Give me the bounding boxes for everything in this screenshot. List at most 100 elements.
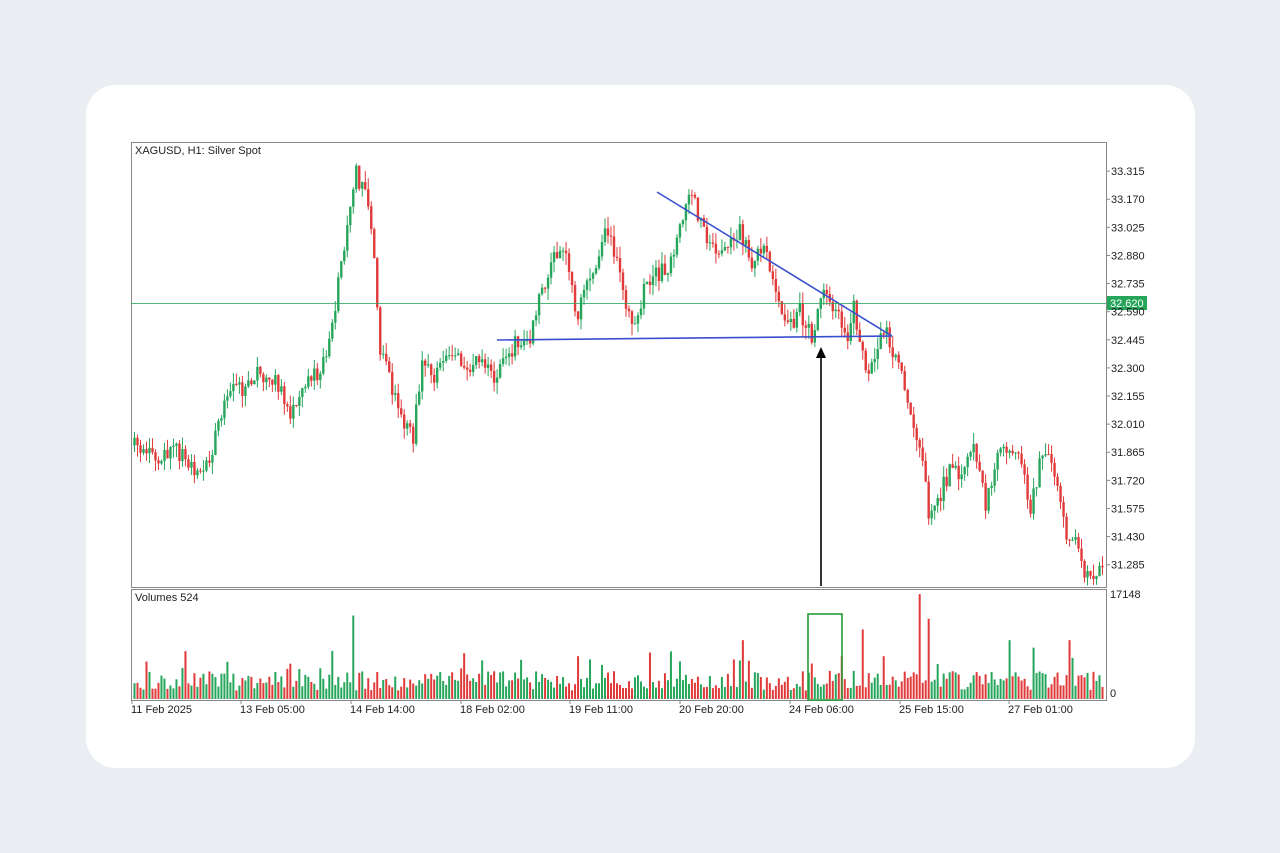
candle-body [244,386,247,396]
volume-bar [1056,672,1059,699]
volume-bar [550,681,553,699]
volume-bar [900,681,903,699]
candle-body [1092,575,1095,580]
candle-body [990,485,993,488]
volume-bar [936,663,939,699]
volume-bar [783,681,786,699]
volume-bar [759,677,762,699]
volume-bar [837,673,840,699]
volume-bar [169,685,172,699]
candle-body [576,311,580,320]
volume-bar [457,680,460,699]
candle-body [726,246,730,248]
x-tick-label: 13 Feb 05:00 [240,704,305,716]
volume-bar [1071,657,1074,699]
candle-body [549,262,553,278]
volume-bar [136,682,139,699]
volume-bar [807,672,810,699]
candle-body [516,336,520,348]
y-tick-label: 33.025 [1111,222,1145,234]
candle-body [136,437,139,446]
candle-body [322,356,325,374]
candle-body [615,256,619,259]
candle-body [531,320,535,344]
volume-bar [238,685,241,699]
triangle-support-line [496,335,893,341]
volume-bar [1038,671,1041,699]
volume-bar [912,672,915,699]
volume-bar [924,680,927,699]
candle-body [684,204,688,221]
volume-bar [1011,676,1014,699]
volume-bar [217,686,220,699]
volume-bar [490,674,493,699]
candle-body [241,382,244,396]
volume-bar [577,656,580,699]
volume-bar [541,674,544,699]
volume-bar [846,687,849,699]
candle-body [1059,485,1062,502]
volume-bar [547,679,550,699]
candle-body [376,258,379,308]
candle-body [777,291,781,302]
candle-body [945,476,948,487]
candle-body [1014,452,1017,454]
volume-bar [322,678,325,699]
volume-bar [852,670,855,699]
candle-body [774,278,778,292]
volume-bar [1014,672,1017,699]
candle-body [540,287,544,295]
candle-body [942,476,945,502]
volume-bar [427,678,430,699]
volume-bar [960,689,963,699]
candle-body [663,263,667,275]
volume-bar [286,668,289,699]
volume-bar [873,677,876,699]
candle-body [783,314,787,321]
volume-bar [906,677,909,699]
volume-bar [729,686,732,699]
candle-body [843,327,846,333]
volume-bar [705,686,708,699]
volume-bar [786,676,789,699]
volume-bar [1047,687,1050,699]
volume-bar [621,688,624,699]
candle-body [651,276,655,286]
volume-bar [145,661,148,699]
candle-body [157,460,160,464]
volume-bar [816,683,819,699]
volume-bar [529,682,532,699]
descending-resistance-line [656,191,893,337]
candle-body [912,414,915,428]
candle-body [271,379,274,385]
candle-body [397,393,400,409]
candle-body [1080,548,1083,561]
candle-body [447,355,451,357]
volume-bar [223,673,226,699]
volume-panel [131,589,1107,701]
candle-body [187,459,190,468]
volume-bar [831,680,834,699]
volume-bar [274,672,277,699]
candle-body [597,256,601,269]
candle-body [256,366,259,381]
volume-bar [505,686,508,699]
volume-bar [382,680,385,699]
y-tick-label: 32.155 [1111,391,1145,403]
candle-body [175,443,178,446]
candle-body [906,389,909,403]
candle-body [654,267,658,277]
candle-body [1038,458,1041,488]
volume-bar [1035,673,1038,699]
volume-bar [271,684,274,699]
candle-body [1077,536,1080,549]
volume-bar [756,672,759,699]
volume-bar [289,663,292,699]
candle-body [864,350,867,371]
candle-body [792,318,796,328]
volume-bar [445,684,448,699]
volume-bar [645,688,648,699]
volume-bar [690,678,693,699]
candle-body [465,367,469,370]
volume-bar [990,671,993,699]
